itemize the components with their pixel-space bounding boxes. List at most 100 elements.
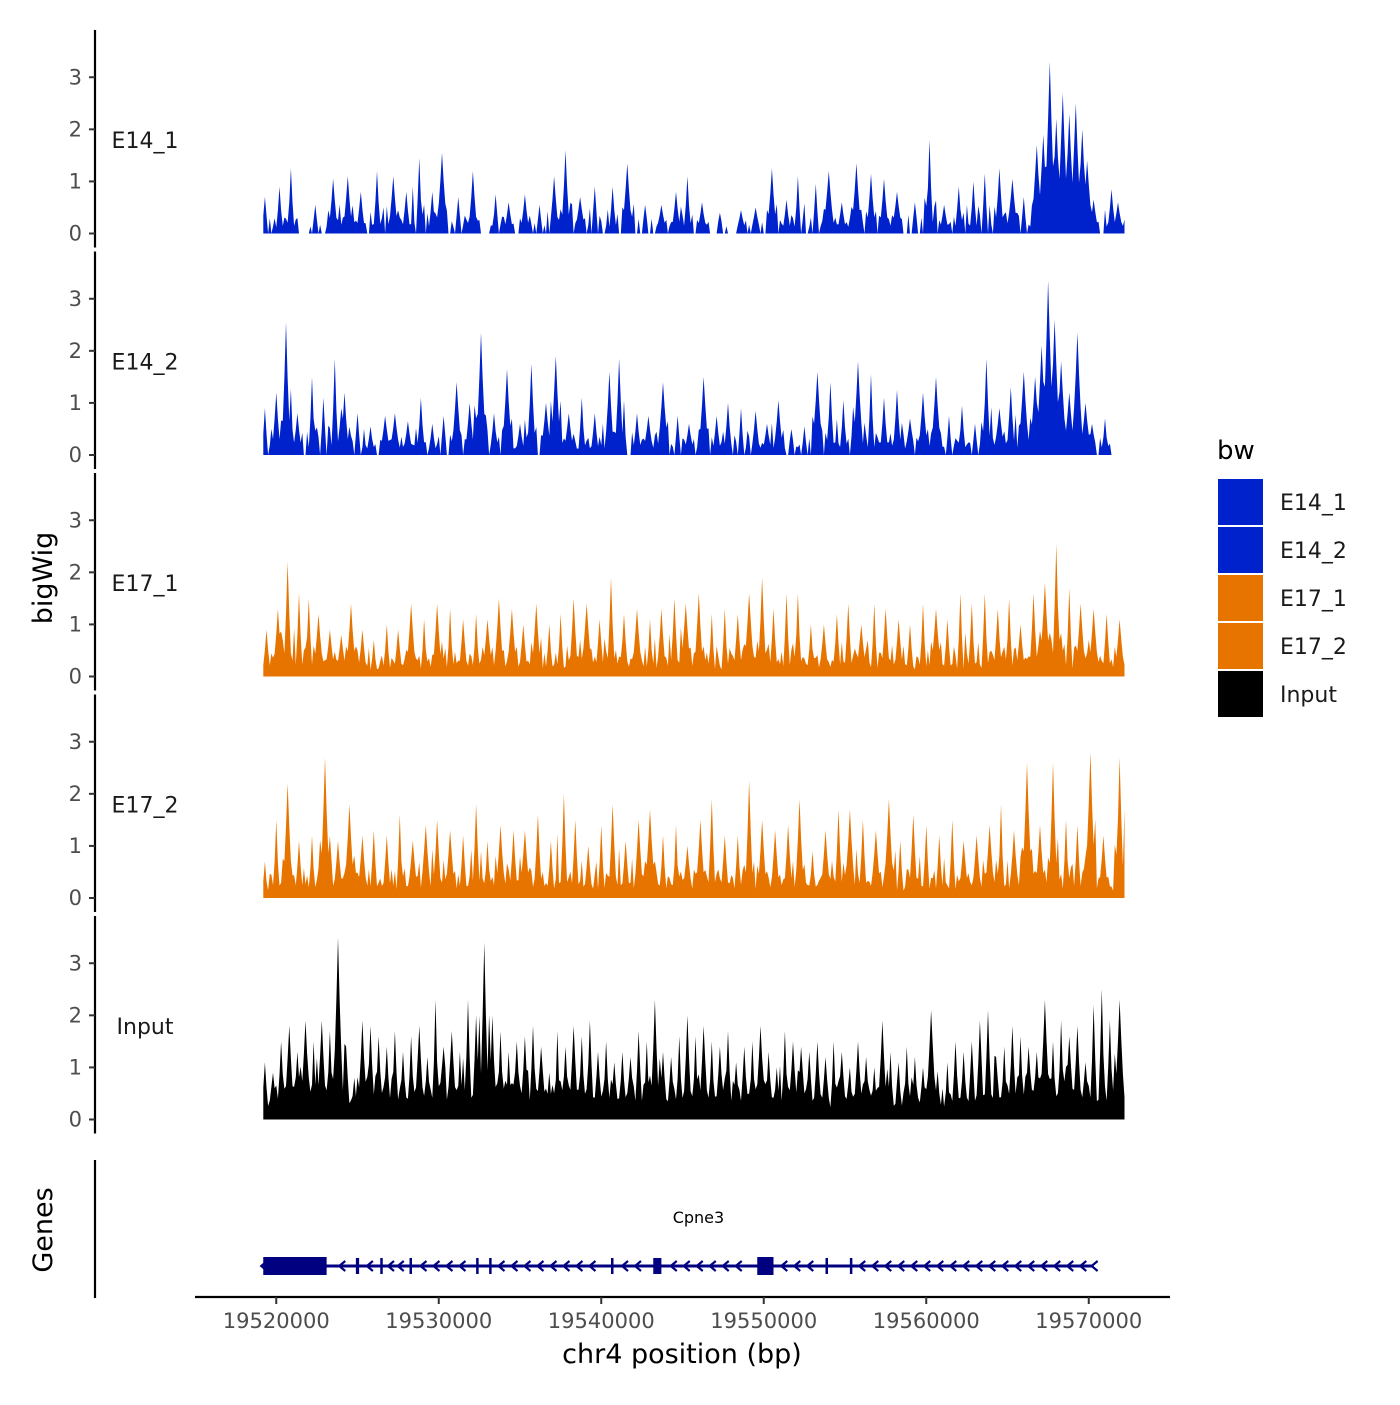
track-e14_2: 0 1 2 3 E14_2 [69, 251, 1125, 469]
gene-exon [409, 1258, 412, 1274]
x-tick-label: 19570000 [1035, 1309, 1142, 1333]
legend-swatch-e14_2 [1218, 527, 1263, 573]
legend-title: bw [1217, 436, 1255, 466]
strand-arrow [386, 1260, 395, 1272]
genes-axis-title: Genes [28, 1187, 59, 1272]
tracks-layer: 0 1 2 3 E14_1 0 1 2 3 E14_2 0 1 2 3 E17_1 0 1 2 3 E17_2 0 1 2 3… [69, 30, 1125, 1134]
gene-exon [653, 1258, 662, 1274]
track-label: E17_2 [112, 793, 179, 818]
y-tick-label: 1 [69, 169, 82, 193]
gene-exon [380, 1258, 383, 1274]
strand-arrow [961, 1260, 970, 1272]
legend-swatch-input [1218, 671, 1263, 717]
x-tick-label: 19540000 [548, 1309, 655, 1333]
y-tick-label: 1 [69, 612, 82, 636]
gene-exon [489, 1258, 492, 1274]
strand-arrow [1013, 1260, 1022, 1272]
track-e14_1: 0 1 2 3 E14_1 [69, 30, 1125, 248]
legend-label: E17_2 [1280, 635, 1347, 660]
gene-exon [825, 1258, 828, 1274]
gene-exon [611, 1258, 614, 1274]
y-tick-label: 0 [69, 665, 82, 689]
gene-exon [849, 1258, 853, 1274]
track-label: E14_2 [112, 350, 179, 375]
strand-arrow [587, 1260, 597, 1272]
x-tick-label: 19550000 [710, 1309, 817, 1333]
legend-swatch-e17_2 [1218, 623, 1263, 669]
y-tick-label: 0 [69, 1108, 82, 1132]
strand-arrow [974, 1260, 983, 1272]
y-tick-label: 3 [69, 951, 82, 975]
strand-arrow [909, 1260, 918, 1272]
strand-arrow [259, 1260, 268, 1272]
x-tick-label: 19560000 [873, 1309, 980, 1333]
track-label: Input [117, 1015, 174, 1040]
strand-arrow [922, 1260, 931, 1272]
y-tick-label: 1 [69, 1055, 82, 1079]
track-label: E17_1 [112, 572, 179, 597]
legend-label: E14_2 [1280, 539, 1347, 564]
legend-swatch-e17_1 [1218, 575, 1263, 621]
y-tick-label: 2 [69, 117, 82, 141]
strand-arrow [1078, 1260, 1087, 1272]
gene-exon [355, 1258, 360, 1274]
track-input: 0 1 2 3 Input [69, 916, 1125, 1134]
strand-arrow [792, 1260, 801, 1272]
y-tick-label: 2 [69, 782, 82, 806]
legend-label: E14_1 [1280, 491, 1347, 516]
y-tick-label: 1 [69, 834, 82, 858]
gene-exon [757, 1257, 774, 1275]
legend-label: Input [1280, 683, 1337, 708]
strand-arrow [535, 1260, 545, 1272]
legend-swatch-e14_1 [1218, 479, 1263, 525]
strand-arrow [1026, 1260, 1035, 1272]
gene-label: Cpne3 [673, 1208, 725, 1227]
strand-arrow [574, 1260, 584, 1272]
x-axis-title: chr4 position (bp) [562, 1339, 802, 1370]
strand-arrow [496, 1260, 506, 1272]
strand-arrow [948, 1260, 957, 1272]
gene-layer: Cpne3 [93, 1160, 1099, 1298]
strand-arrow [896, 1260, 905, 1272]
strand-arrow [522, 1260, 532, 1272]
strand-arrow [509, 1260, 519, 1272]
legend: E14_1 E14_2 E17_1 E17_2 Input [1218, 479, 1347, 717]
strand-arrow [669, 1260, 678, 1272]
strand-arrow [805, 1260, 814, 1272]
strand-arrow [444, 1260, 454, 1272]
gene-exon [476, 1258, 479, 1274]
y-tick-label: 2 [69, 1003, 82, 1027]
strand-arrow [721, 1260, 730, 1272]
strand-arrow [548, 1260, 558, 1272]
y-tick-label: 0 [69, 222, 82, 246]
strand-arrow [935, 1260, 944, 1272]
y-tick-label: 3 [69, 508, 82, 532]
gene-exon [263, 1257, 327, 1275]
strand-arrow [337, 1260, 346, 1272]
x-tick-label: 19530000 [385, 1309, 492, 1333]
strand-arrow [418, 1260, 428, 1272]
strand-arrow [396, 1260, 405, 1272]
strand-arrow [779, 1260, 788, 1272]
track-label: E14_1 [112, 129, 179, 154]
y-tick-label: 0 [69, 443, 82, 467]
track-e17_2: 0 1 2 3 E17_2 [69, 694, 1125, 912]
y-tick-label: 3 [69, 65, 82, 89]
y-tick-label: 2 [69, 339, 82, 363]
strand-arrow [857, 1260, 866, 1272]
y-axis-title: bigWig [28, 532, 59, 625]
y-tick-label: 0 [69, 886, 82, 910]
signal-area-e17_2 [263, 752, 1125, 898]
strand-arrow [561, 1260, 571, 1272]
strand-arrow [457, 1260, 467, 1272]
strand-arrow [1065, 1260, 1074, 1272]
strand-arrow [708, 1260, 717, 1272]
y-tick-label: 3 [69, 730, 82, 754]
strand-arrow [682, 1260, 691, 1272]
signal-area-input [263, 937, 1125, 1120]
x-axis: 19520000 19530000 19540000 19550000 19560000… [195, 1295, 1170, 1333]
legend-label: E17_1 [1280, 587, 1347, 612]
strand-arrow [633, 1260, 642, 1272]
